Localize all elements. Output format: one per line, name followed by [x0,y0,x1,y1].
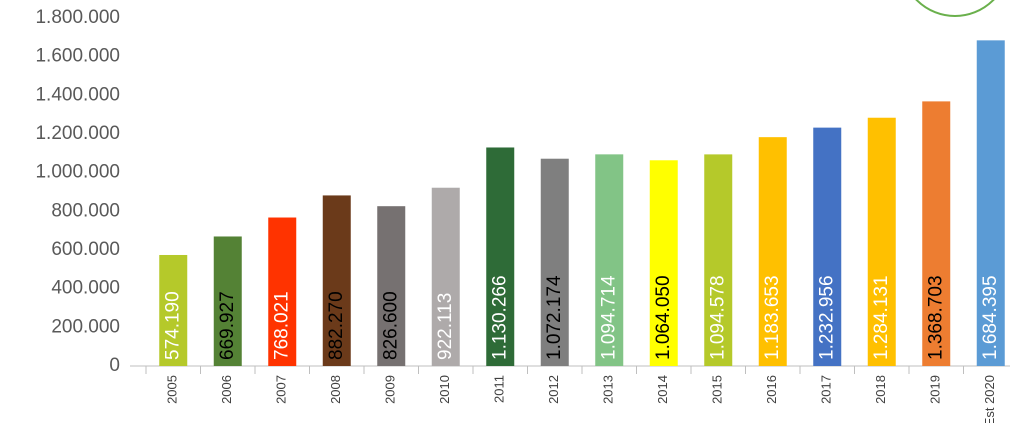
bar [595,154,624,366]
y-tick-label: 800.000 [51,200,120,221]
y-tick-label: 1.200.000 [35,123,120,144]
x-tick-label: 2017 [819,375,834,404]
value-label: 1.064.050 [653,275,674,360]
y-tick-label: 600.000 [51,239,120,260]
value-label: 1.368.703 [925,275,946,360]
value-label: 1.094.578 [707,275,728,360]
bar [758,137,787,366]
value-label: 1.284.131 [871,275,892,360]
x-tick-label: 2006 [219,375,234,404]
x-tick-label: 2015 [710,375,725,404]
bar [813,127,842,366]
value-label: 1.684.395 [980,275,1001,360]
value-label: 768.021 [271,291,292,360]
y-tick-label: 1.000.000 [35,162,120,183]
value-label: 1.130.266 [489,275,510,360]
value-label: 1.232.956 [816,275,837,360]
value-label: 669.927 [217,291,238,360]
bar [431,187,460,366]
x-tick-label: 2012 [546,375,561,404]
x-tick-label: 2010 [437,375,452,404]
y-tick-label: 200.000 [51,316,120,337]
x-tick-label: 2007 [274,375,289,404]
y-tick-label: 1.800.000 [35,7,120,28]
value-label: 1.072.174 [544,275,565,360]
bar [486,147,515,366]
bar [377,206,406,366]
value-label: 1.094.714 [598,275,619,360]
bar [322,195,351,366]
x-tick-label: 2019 [928,375,943,404]
decoration-circle [915,0,995,17]
y-tick-label: 1.400.000 [35,84,120,105]
bar [922,101,951,366]
x-tick-label: 2005 [165,375,180,404]
y-tick-label: 400.000 [51,278,120,299]
bar [268,217,297,366]
x-tick-label: Est 2020 [982,375,997,423]
x-tick-label: 2011 [492,375,507,403]
x-tick-label: 2014 [655,375,670,404]
bar [540,158,569,366]
value-label: 826.600 [380,291,401,360]
x-tick-label: 2008 [328,375,343,404]
bar [867,117,896,366]
bar [704,154,733,366]
bar [649,160,678,366]
y-tick-label: 0 [109,355,120,376]
x-tick-label: 2016 [764,375,779,404]
bar [213,236,242,366]
x-tick-label: 2018 [873,375,888,404]
value-label: 574.190 [162,291,183,360]
x-tick-label: 2009 [383,375,398,404]
x-tick-label: 2013 [601,375,616,404]
value-label: 882.270 [326,291,347,360]
value-label: 922.113 [435,293,456,360]
value-label: 1.183.653 [762,275,783,360]
bar [159,254,188,366]
y-tick-label: 1.600.000 [35,46,120,67]
bar [976,40,1005,366]
